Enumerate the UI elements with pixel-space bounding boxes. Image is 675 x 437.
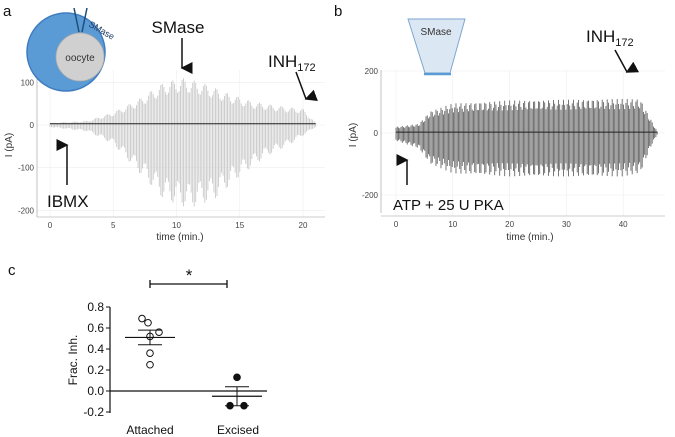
panel-b-plot: 0 10 20 30 40 200 0 -200 I (pA) time (min.) SMa…: [348, 18, 665, 243]
data-point: [233, 373, 241, 382]
y-tick-label: 0.4: [87, 342, 104, 356]
x-tick-label: 0: [48, 221, 53, 230]
inh-annotation-b: INH172: [586, 27, 634, 49]
x-tick-label: 20: [505, 220, 514, 229]
inset-oocyte-label: oocyte: [65, 53, 95, 64]
panel-a-ylabel: I (pA): [4, 133, 15, 157]
y-tick-label: 200: [365, 67, 379, 76]
x-tick-label: 5: [111, 221, 116, 230]
x-tick-label: 40: [619, 220, 628, 229]
panel-b-ylabel: I (pA): [348, 123, 359, 147]
y-tick-label: -0.2: [83, 405, 104, 419]
panel-label-a: a: [3, 3, 12, 20]
smase-funnel-icon: SMase: [407, 18, 466, 76]
x-tick-label: 10: [172, 221, 181, 230]
y-tick-label: 100: [21, 78, 35, 87]
data-point: [146, 360, 154, 369]
inh-annotation-a: INH172: [268, 52, 316, 74]
category-label-attached: Attached: [126, 423, 173, 437]
ibmx-annotation: IBMX: [47, 192, 89, 211]
y-tick-label: 0.8: [87, 300, 104, 314]
y-tick-label: 0.2: [87, 363, 104, 377]
x-tick-label: 30: [562, 220, 571, 229]
panel-c-ylabel: Frac. Inh.: [66, 335, 80, 386]
smase-annotation-a: SMase: [152, 18, 205, 37]
panel-b-xlabel: time (min.): [506, 232, 553, 243]
y-tick-label: 0: [374, 129, 379, 138]
oocyte-inset: oocyte SMase: [26, 7, 116, 92]
panel-label-b: b: [334, 3, 342, 20]
panel-label-c: c: [8, 262, 16, 279]
data-point: [138, 314, 146, 323]
y-tick-label: 0: [30, 121, 35, 130]
significance-star: *: [186, 266, 193, 285]
y-tick-label: -200: [18, 206, 35, 215]
y-tick-label: 0.0: [87, 384, 104, 398]
inh-arrow-a: [295, 71, 318, 101]
category-label-excised: Excised: [217, 423, 259, 437]
panel-c-plot: 0.8 0.6 0.4 0.2 0.0 -0.2 Frac. Inh. * Attache…: [66, 266, 267, 437]
data-point: [144, 318, 152, 327]
x-tick-label: 10: [448, 220, 457, 229]
y-tick-label: -200: [362, 191, 379, 200]
y-tick-label: 0.6: [87, 321, 104, 335]
inh-arrow-b: [614, 49, 640, 73]
y-tick-label: -100: [18, 164, 35, 173]
panel-a-xlabel: time (min.): [156, 232, 203, 243]
x-tick-label: 0: [394, 220, 399, 229]
atp-pka-annotation: ATP + 25 U PKA: [393, 197, 504, 214]
smase-annotation-b: SMase: [420, 27, 452, 38]
x-tick-label: 15: [235, 221, 244, 230]
x-tick-label: 20: [299, 221, 308, 230]
data-point: [146, 349, 154, 358]
